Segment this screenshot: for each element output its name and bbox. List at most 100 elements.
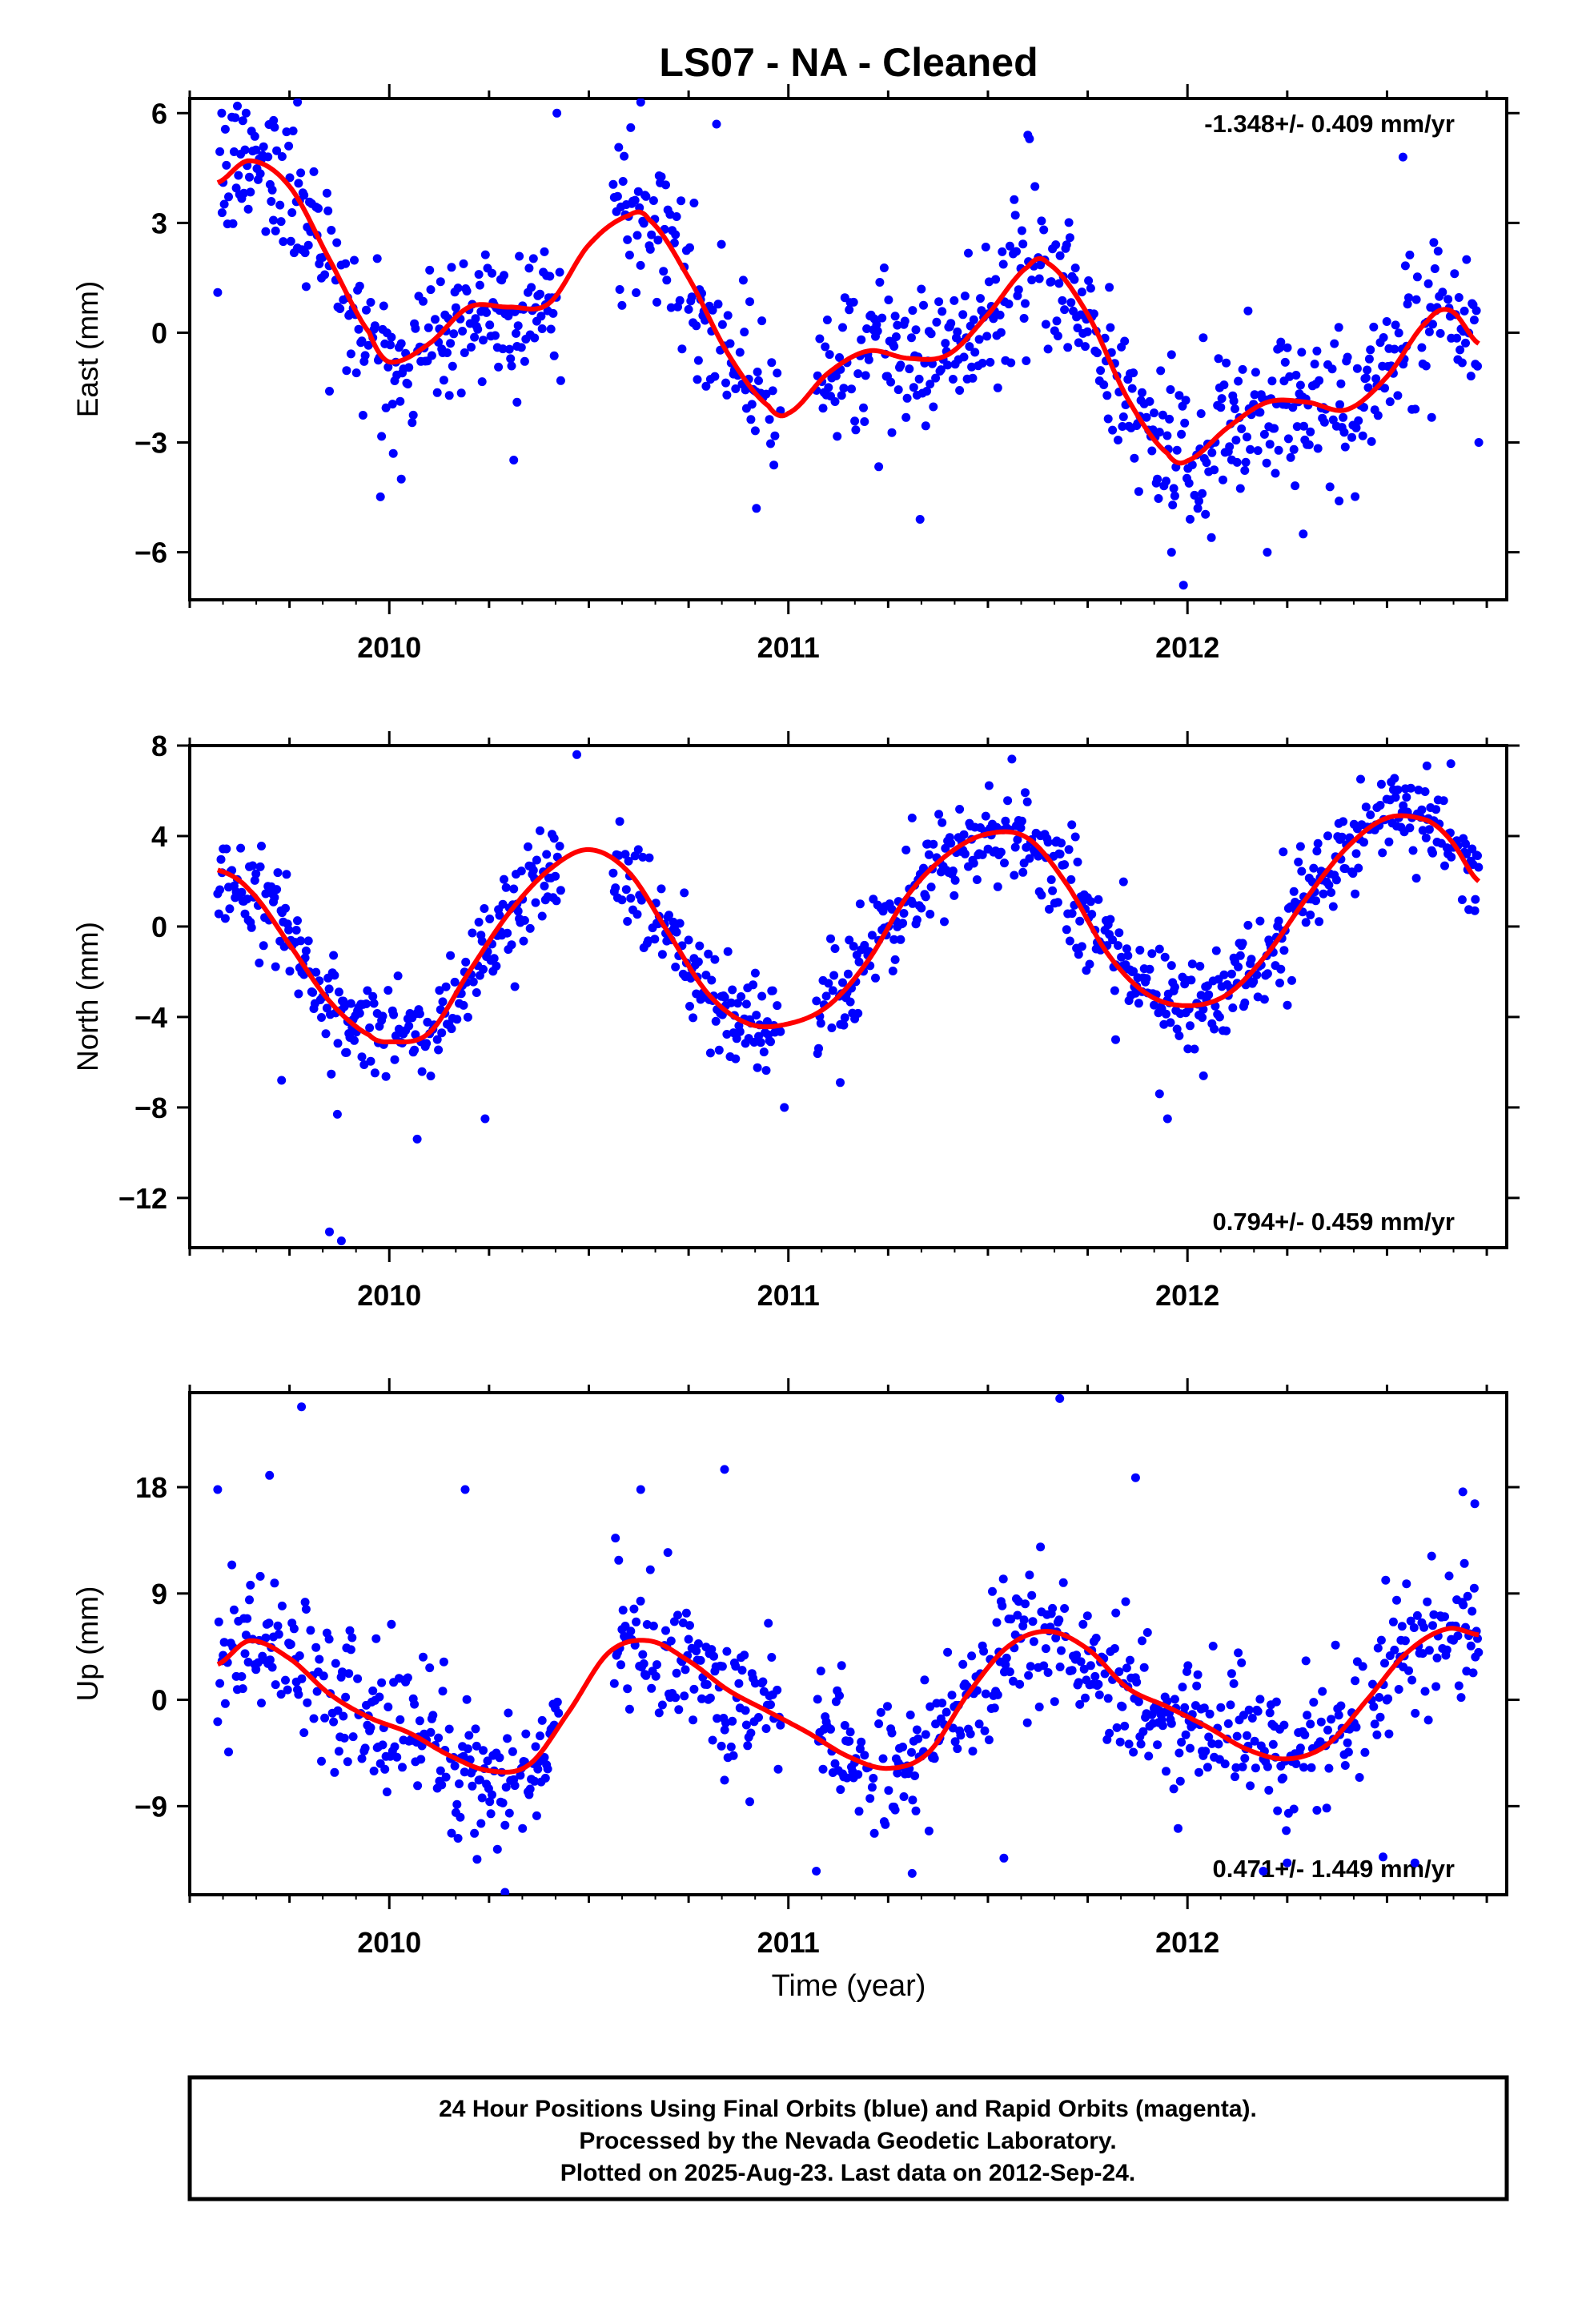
east-data-point xyxy=(477,377,487,387)
east-data-point xyxy=(1313,444,1323,453)
east-data-point xyxy=(485,320,495,330)
east-data-point xyxy=(877,313,887,323)
up-data-point xyxy=(1118,1702,1127,1711)
up-data-point xyxy=(1299,1763,1308,1772)
up-data-point xyxy=(1459,1600,1468,1610)
east-data-point xyxy=(750,426,760,436)
north-data-point xyxy=(1240,998,1250,1007)
north-data-point xyxy=(732,1034,741,1043)
north-data-point xyxy=(1474,862,1484,872)
east-data-point xyxy=(710,372,720,381)
north-data-point xyxy=(633,845,643,854)
up-data-point xyxy=(1381,1575,1391,1585)
east-data-point xyxy=(946,319,956,328)
north-data-point xyxy=(926,910,935,919)
north-data-point xyxy=(1424,825,1434,834)
up-data-point xyxy=(1025,1570,1034,1580)
east-data-point xyxy=(1184,478,1194,488)
east-data-point xyxy=(1166,350,1176,360)
north-data-point xyxy=(536,826,544,835)
east-data-point xyxy=(1084,276,1094,285)
east-data-point xyxy=(453,283,463,293)
north-data-point xyxy=(845,997,855,1007)
north-data-point xyxy=(950,891,959,900)
north-data-point xyxy=(824,979,833,988)
east-data-point xyxy=(1271,468,1280,478)
east-data-point xyxy=(1246,444,1255,454)
east-data-point xyxy=(835,353,844,362)
east-data-point xyxy=(381,403,391,412)
footer-frame xyxy=(187,2075,1509,2201)
east-data-point xyxy=(929,402,938,412)
up-data-point xyxy=(289,1624,299,1634)
north-data-point xyxy=(940,917,949,927)
east-data-point xyxy=(411,324,420,333)
up-data-point xyxy=(1271,1697,1281,1707)
east-data-point xyxy=(299,191,309,200)
east-data-point xyxy=(1022,356,1031,365)
up-data-point xyxy=(320,1713,330,1723)
north-data-point xyxy=(432,1035,442,1044)
north-data-point xyxy=(1319,889,1328,899)
up-data-point xyxy=(428,1711,438,1720)
up-data-point xyxy=(1307,1763,1316,1772)
up-data-point xyxy=(1074,1678,1083,1687)
up-outlier-point xyxy=(500,1888,510,1895)
up-data-point xyxy=(998,1574,1008,1584)
up-data-point xyxy=(1223,1719,1233,1728)
north-data-point xyxy=(1172,1024,1182,1034)
north-data-point xyxy=(1123,951,1133,960)
east-outlier-point xyxy=(636,99,645,107)
east-data-point xyxy=(1412,272,1422,282)
north-data-point xyxy=(1274,916,1283,926)
east-data-point xyxy=(995,310,1005,320)
north-data-point xyxy=(1471,895,1480,904)
north-data-point xyxy=(1154,944,1164,954)
up-data-point xyxy=(950,1737,960,1747)
up-data-point xyxy=(1027,1590,1037,1600)
up-data-point xyxy=(737,1666,747,1675)
east-outlier-point xyxy=(213,287,223,297)
east-data-point xyxy=(403,380,412,389)
north-data-point xyxy=(675,919,685,928)
up-data-point xyxy=(1021,1599,1030,1609)
east-data-point xyxy=(1283,434,1293,444)
north-data-point xyxy=(1301,918,1311,927)
north-data-point xyxy=(551,871,560,881)
north-data-point xyxy=(1135,946,1145,955)
up-data-point xyxy=(734,1679,744,1688)
up-data-point xyxy=(299,1728,309,1738)
footer-line-3: Plotted on 2025-Aug-23. Last data on 201… xyxy=(560,2160,1136,2186)
east-data-point xyxy=(1310,360,1319,369)
east-data-point xyxy=(974,335,984,344)
north-data-point xyxy=(750,968,760,978)
up-data-point xyxy=(1265,1708,1275,1718)
east-data-point xyxy=(372,254,382,263)
north-data-point xyxy=(854,957,864,967)
chart-title: LS07 - NA - Cleaned xyxy=(659,40,1038,85)
up-data-point xyxy=(1243,1731,1251,1740)
north-data-point xyxy=(689,1013,698,1023)
up-data-point xyxy=(1050,1697,1059,1707)
north-data-point xyxy=(615,817,624,826)
up-data-point xyxy=(692,1647,701,1656)
north-data-point xyxy=(1211,946,1221,955)
north-data-point xyxy=(838,978,847,987)
up-data-point xyxy=(1303,1711,1312,1720)
north-data-point xyxy=(981,811,990,821)
north-data-point xyxy=(972,875,982,884)
east-data-point xyxy=(1351,492,1360,501)
east-data-point xyxy=(1288,403,1298,412)
up-data-point xyxy=(689,1684,699,1694)
east-data-point xyxy=(272,146,282,155)
up-data-point xyxy=(1440,1612,1449,1622)
east-data-point xyxy=(633,187,643,196)
up-data-point xyxy=(1423,1597,1432,1606)
up-data-point xyxy=(396,1715,405,1724)
north-data-point xyxy=(644,853,654,862)
up-data-point xyxy=(681,1665,690,1675)
east-outlier-point xyxy=(293,99,303,107)
north-data-point xyxy=(503,928,512,938)
up-data-point xyxy=(300,1598,310,1607)
east-data-point xyxy=(926,329,936,339)
